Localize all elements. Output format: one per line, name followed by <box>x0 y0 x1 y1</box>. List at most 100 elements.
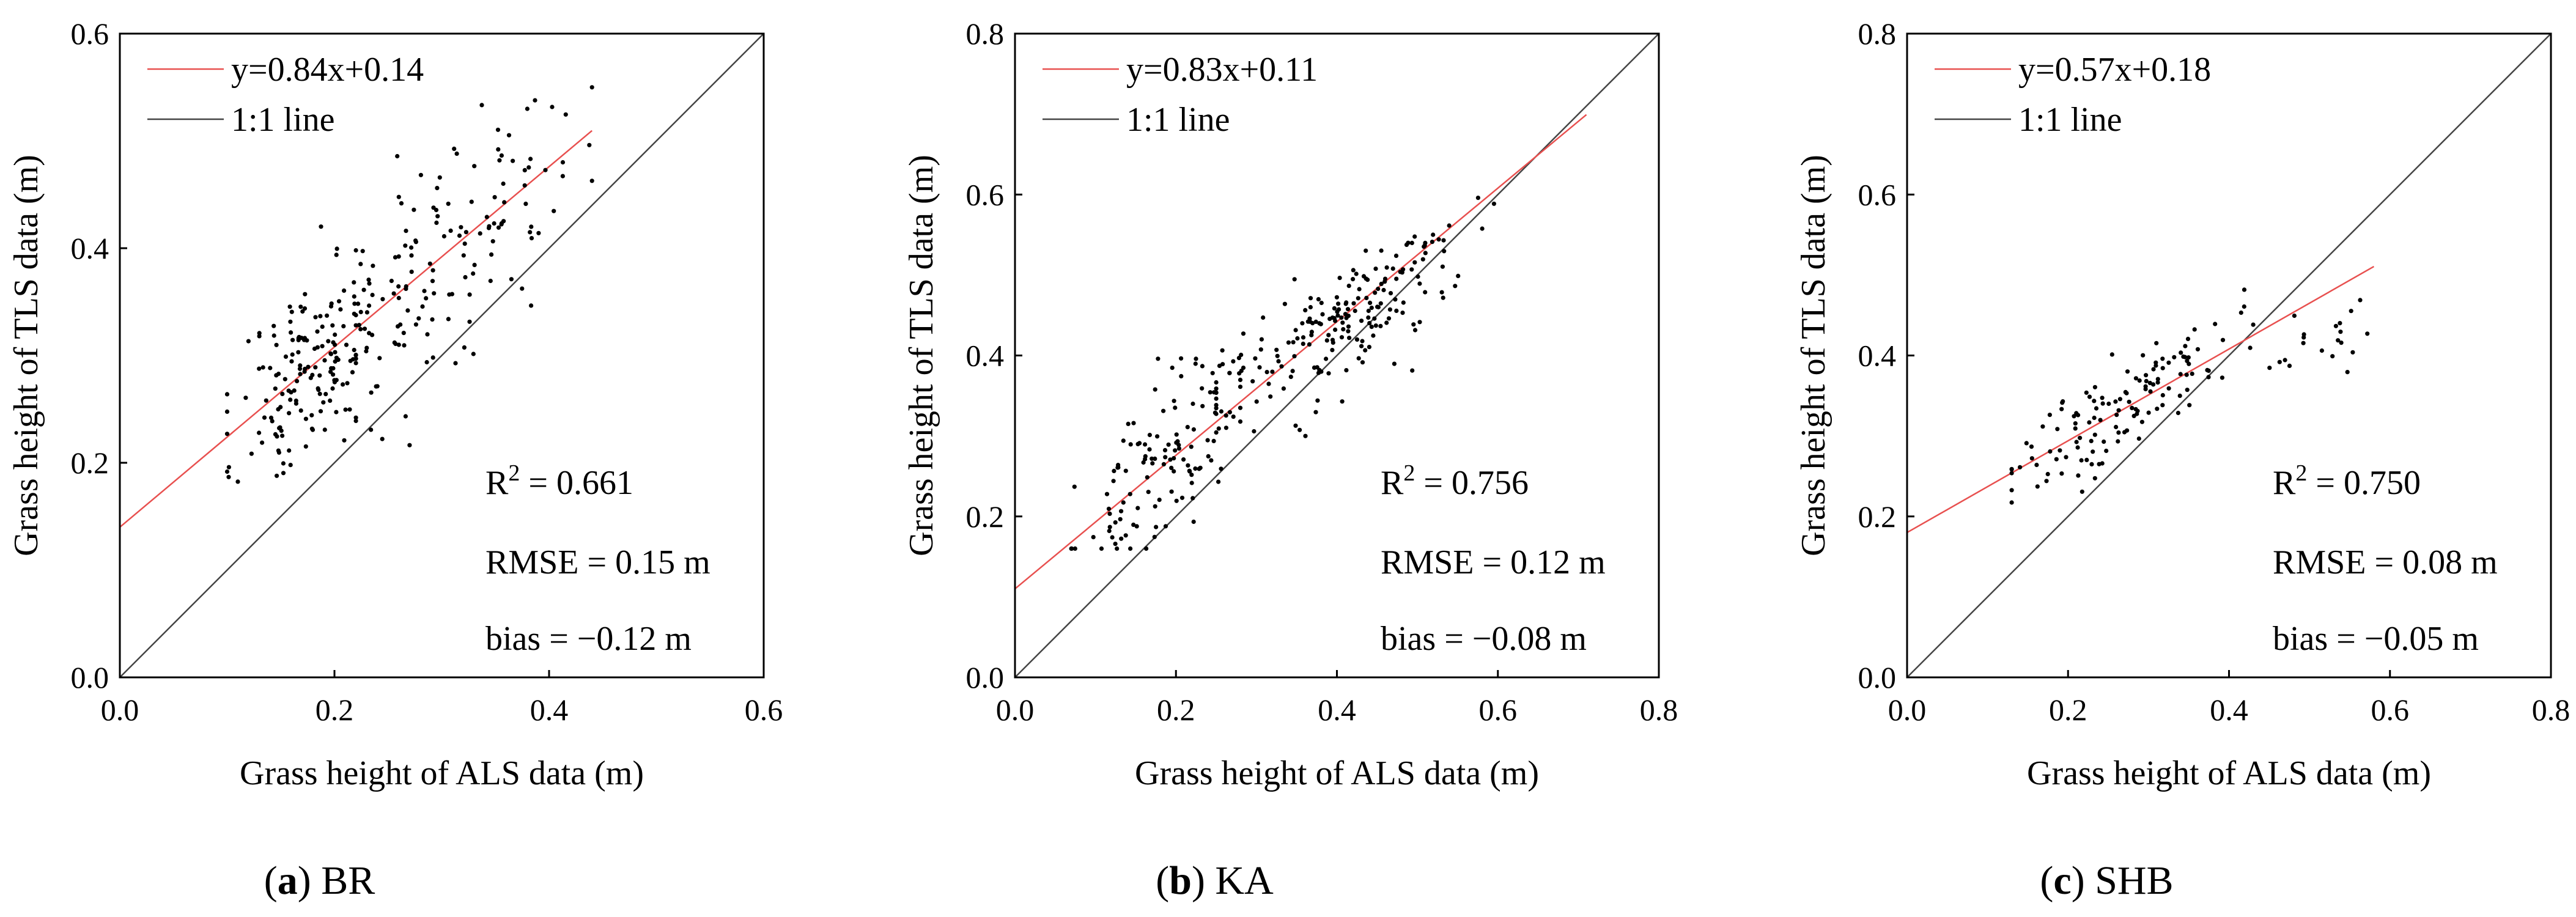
data-point <box>1332 306 1337 311</box>
y-axis-label-a: Grass height of TLS data (m) <box>7 155 45 556</box>
data-point <box>2154 341 2159 345</box>
data-point <box>1173 448 1178 453</box>
data-point <box>331 372 336 377</box>
data-point <box>1162 447 1168 453</box>
data-point <box>1394 308 1399 313</box>
data-point <box>434 207 439 213</box>
data-point <box>370 292 375 298</box>
r-squared-label: R2 = 0.756 <box>1381 460 1529 502</box>
data-point <box>2205 367 2210 373</box>
data-point <box>1307 316 1312 321</box>
data-point <box>317 391 322 396</box>
data-point <box>1356 356 1361 361</box>
x-tick-label: 0.6 <box>2371 693 2410 727</box>
data-point <box>271 333 276 338</box>
data-point <box>2136 436 2141 441</box>
data-point <box>1146 490 1151 495</box>
data-point <box>353 418 358 424</box>
data-point <box>1123 468 1128 473</box>
data-point <box>1412 260 1417 265</box>
data-point <box>1390 266 1395 271</box>
data-point <box>1347 336 1352 341</box>
data-point <box>1360 360 1365 365</box>
data-point <box>1241 331 1246 336</box>
data-point <box>303 444 308 449</box>
data-point <box>1135 441 1140 447</box>
data-point <box>1143 442 1148 447</box>
data-point <box>2092 432 2097 437</box>
data-point <box>1150 456 1154 461</box>
data-point <box>317 373 322 378</box>
data-point <box>1107 528 1112 534</box>
data-point <box>1366 315 1371 320</box>
data-point <box>1412 328 1418 333</box>
data-point <box>2155 407 2160 411</box>
data-point <box>1261 315 1266 320</box>
data-point <box>246 339 251 344</box>
data-point <box>404 229 408 234</box>
data-point <box>380 296 385 301</box>
data-point <box>1369 305 1374 311</box>
x-tick-label: 0.2 <box>2049 693 2087 727</box>
data-point <box>1378 323 1383 329</box>
data-point <box>1185 425 1190 430</box>
data-point <box>306 364 311 369</box>
data-point <box>2059 471 2064 476</box>
data-point <box>1170 366 1175 370</box>
data-point <box>1307 342 1312 347</box>
data-point <box>1388 291 1393 296</box>
data-point <box>1214 406 1219 411</box>
data-point <box>1384 320 1389 325</box>
x-tick-label: 0.2 <box>1157 693 1195 727</box>
data-point <box>353 415 358 420</box>
data-point <box>369 390 374 395</box>
data-point <box>2238 310 2243 315</box>
data-point <box>1176 446 1181 451</box>
data-point <box>290 352 295 357</box>
legend-label: y=0.83x+0.11 <box>1126 51 1318 89</box>
data-point <box>332 380 338 385</box>
data-point <box>1172 469 1176 474</box>
caption-a: (a) BR <box>264 858 375 903</box>
data-point <box>2220 375 2224 380</box>
data-point <box>2009 500 2014 505</box>
data-point <box>377 356 382 361</box>
data-point <box>2123 389 2128 395</box>
data-point <box>287 304 292 309</box>
data-point <box>353 312 358 318</box>
data-point <box>2034 462 2039 468</box>
data-point <box>1303 433 1308 438</box>
data-point <box>560 160 566 165</box>
data-point <box>413 240 419 245</box>
data-point <box>1330 315 1335 320</box>
y-tick-label: 0.2 <box>966 499 1005 534</box>
y-tick-label: 0.4 <box>71 231 109 265</box>
data-point <box>275 473 279 478</box>
data-point <box>302 369 307 374</box>
data-point <box>418 172 424 177</box>
data-point <box>1341 327 1346 332</box>
data-point <box>1241 366 1246 370</box>
data-point <box>1217 363 1222 369</box>
data-point <box>1324 356 1329 361</box>
data-point <box>352 301 357 306</box>
data-point <box>303 292 308 296</box>
data-point <box>2078 435 2083 440</box>
data-point <box>1189 444 1194 449</box>
regression-line-c <box>1906 265 2375 534</box>
data-point <box>1393 253 1399 258</box>
data-point <box>1107 525 1112 529</box>
data-point <box>2100 401 2105 406</box>
data-point <box>489 252 494 257</box>
data-point <box>2087 420 2092 425</box>
data-point <box>1179 495 1185 500</box>
data-point <box>288 319 293 324</box>
data-point <box>2339 341 2344 345</box>
data-point <box>1320 312 1325 317</box>
data-point <box>367 281 372 286</box>
data-point <box>2079 458 2084 463</box>
data-point <box>2092 399 2097 403</box>
data-point <box>342 438 347 443</box>
data-point <box>257 334 262 339</box>
data-point <box>343 407 348 412</box>
